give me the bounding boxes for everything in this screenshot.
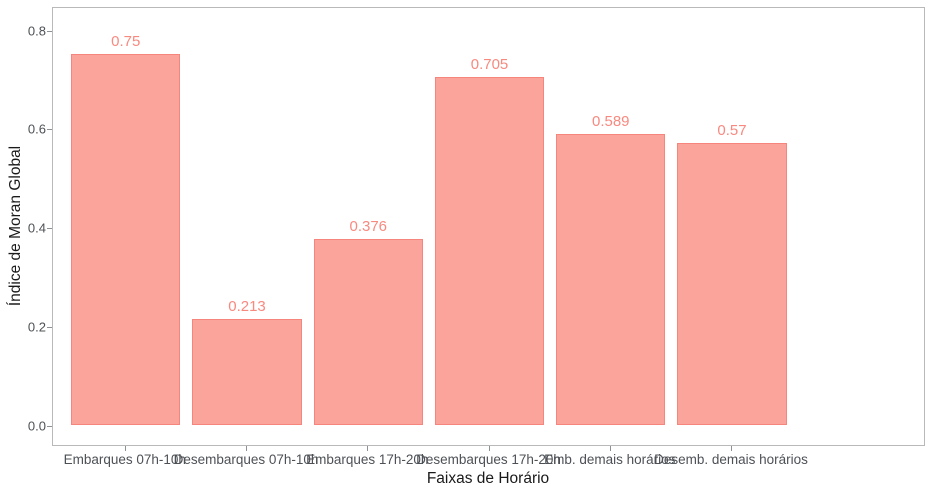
y-tick-label: 0.4: [27, 220, 46, 236]
bar-2: [192, 319, 302, 425]
y-tick-mark: [47, 228, 52, 230]
bar-value-label: 0.75: [111, 33, 141, 51]
y-tick-mark: [47, 129, 52, 131]
x-axis-title: Faixas de Horário: [426, 470, 550, 487]
y-tick-label: 0.8: [27, 23, 46, 39]
bar-3: [313, 238, 423, 425]
bar-value-label: 0.589: [591, 112, 630, 130]
y-tick-mark: [47, 326, 52, 328]
x-tick-label: Embarques 07h-10h: [63, 452, 186, 467]
x-tick-label: Desembarques 17h-20h: [416, 452, 561, 467]
x-tick-mark: [731, 446, 732, 451]
x-tick-mark: [246, 446, 247, 451]
y-tick-mark: [47, 425, 52, 427]
x-tick-label: Emb. demais horários: [544, 452, 676, 467]
x-tick-mark: [367, 446, 369, 451]
y-tick-label: 0.2: [27, 319, 46, 335]
x-tick-label: Desembarques 07h-10h: [173, 452, 319, 467]
x-tick-mark: [124, 446, 126, 451]
x-tick-mark: [488, 446, 490, 451]
bar-value-label: 0.376: [349, 217, 388, 235]
bar-1: [71, 54, 181, 425]
bar-5: [556, 133, 666, 425]
y-tick-label: 0.0: [27, 418, 46, 433]
bar-4: [434, 76, 545, 425]
bar-value-label: 0.705: [470, 55, 509, 73]
bar-value-label: 0.57: [717, 122, 747, 140]
y-tick-mark: [47, 30, 52, 32]
y-tick-label: 0.6: [27, 121, 46, 137]
x-tick-mark: [609, 446, 611, 451]
x-tick-label: Desemb. demais horários: [654, 452, 808, 467]
plot-panel: 0.75 0.213 0.376 0.705 0.589 0.57: [52, 7, 925, 446]
x-tick-label: Embarques 17h-20h: [306, 452, 429, 467]
bar-6: [677, 143, 787, 425]
bar-value-label: 0.213: [228, 298, 266, 316]
y-axis-title: Índice de Moran Global: [7, 145, 24, 307]
